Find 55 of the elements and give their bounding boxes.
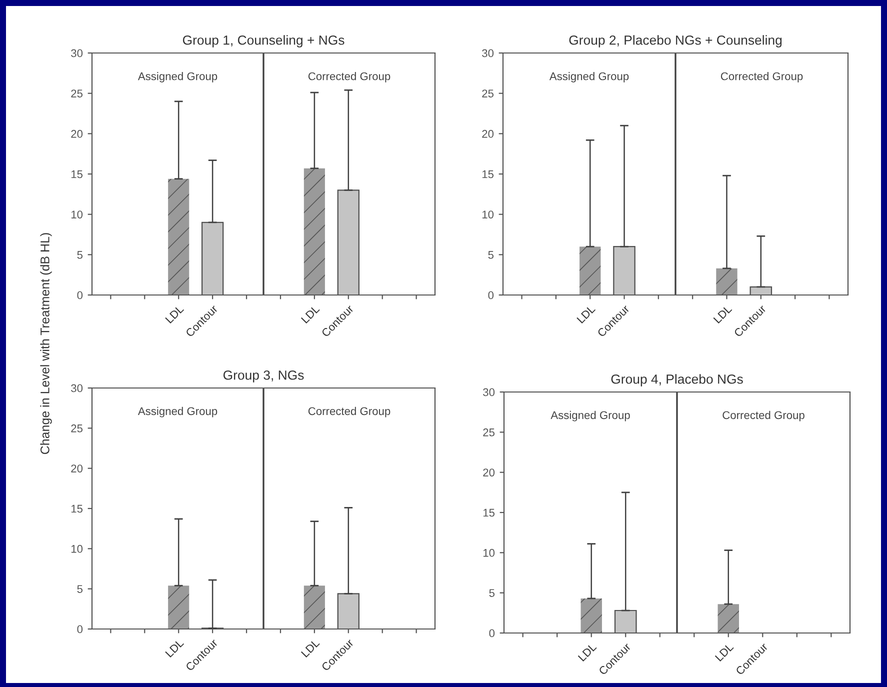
y-tick-label: 20 (482, 130, 494, 138)
x-tick-label: LDL (713, 304, 732, 324)
x-tick-label: LDL (300, 304, 320, 324)
chart-title: Group 4, Placebo NGs (611, 374, 743, 386)
y-tick-label: 0 (489, 629, 495, 638)
y-tick-label: 10 (483, 548, 495, 557)
y-tick-label: 5 (488, 251, 494, 259)
annotation: Corrected Group (720, 72, 803, 82)
y-tick-label: 30 (71, 49, 83, 58)
x-tick-label: LDL (576, 304, 596, 324)
annotation: Corrected Group (722, 410, 804, 422)
x-tick-label: LDL (300, 638, 320, 658)
y-tick-label: 25 (483, 428, 495, 436)
x-tick-label: LDL (165, 304, 184, 324)
bar (168, 178, 190, 295)
y-tick-label: 10 (71, 544, 83, 553)
bar (168, 586, 190, 629)
y-tick-label: 15 (483, 508, 495, 517)
x-tick-label: LDL (165, 638, 184, 658)
y-tick-label: 30 (483, 388, 495, 396)
y-tick-label: 30 (482, 49, 494, 58)
bar (580, 246, 601, 295)
annotation: Assigned Group (138, 406, 218, 418)
y-tick-label: 20 (483, 468, 495, 476)
annotation: Corrected Group (308, 72, 390, 82)
y-tick-label: 0 (77, 291, 83, 300)
bar (716, 268, 738, 295)
chart-title: Group 2, Placebo NGs + Counseling (569, 35, 782, 48)
y-tick-label: 15 (71, 170, 83, 178)
y-tick-label: 0 (77, 625, 83, 634)
annotation: Assigned Group (550, 410, 630, 422)
y-tick-label: 20 (71, 464, 83, 472)
y-tick-label: 20 (71, 130, 83, 138)
annotation: Corrected Group (308, 406, 390, 418)
x-tick-label: LDL (714, 642, 734, 662)
y-tick-label: 5 (77, 585, 83, 593)
y-tick-label: 5 (489, 589, 495, 597)
y-tick-label: 0 (488, 291, 494, 300)
bar (304, 168, 325, 295)
y-tick-label: 15 (71, 504, 83, 513)
annotation: Assigned Group (138, 72, 218, 82)
y-tick-label: 25 (71, 90, 83, 98)
y-tick-label: 25 (71, 424, 83, 432)
y-tick-label: 15 (482, 170, 494, 178)
y-tick-label: 30 (71, 384, 83, 392)
y-axis-title: Change in Level with Treatment (dB HL) (40, 233, 52, 454)
annotation: Assigned Group (549, 72, 629, 82)
chart-title: Group 1, Counseling + NGs (182, 35, 344, 48)
y-tick-label: 5 (77, 251, 83, 259)
x-tick-label: LDL (578, 642, 597, 662)
y-tick-label: 25 (482, 90, 494, 98)
y-tick-label: 10 (482, 210, 494, 218)
y-tick-label: 10 (71, 210, 83, 218)
bar (304, 586, 325, 629)
chart-title: Group 3, NGs (223, 370, 304, 382)
